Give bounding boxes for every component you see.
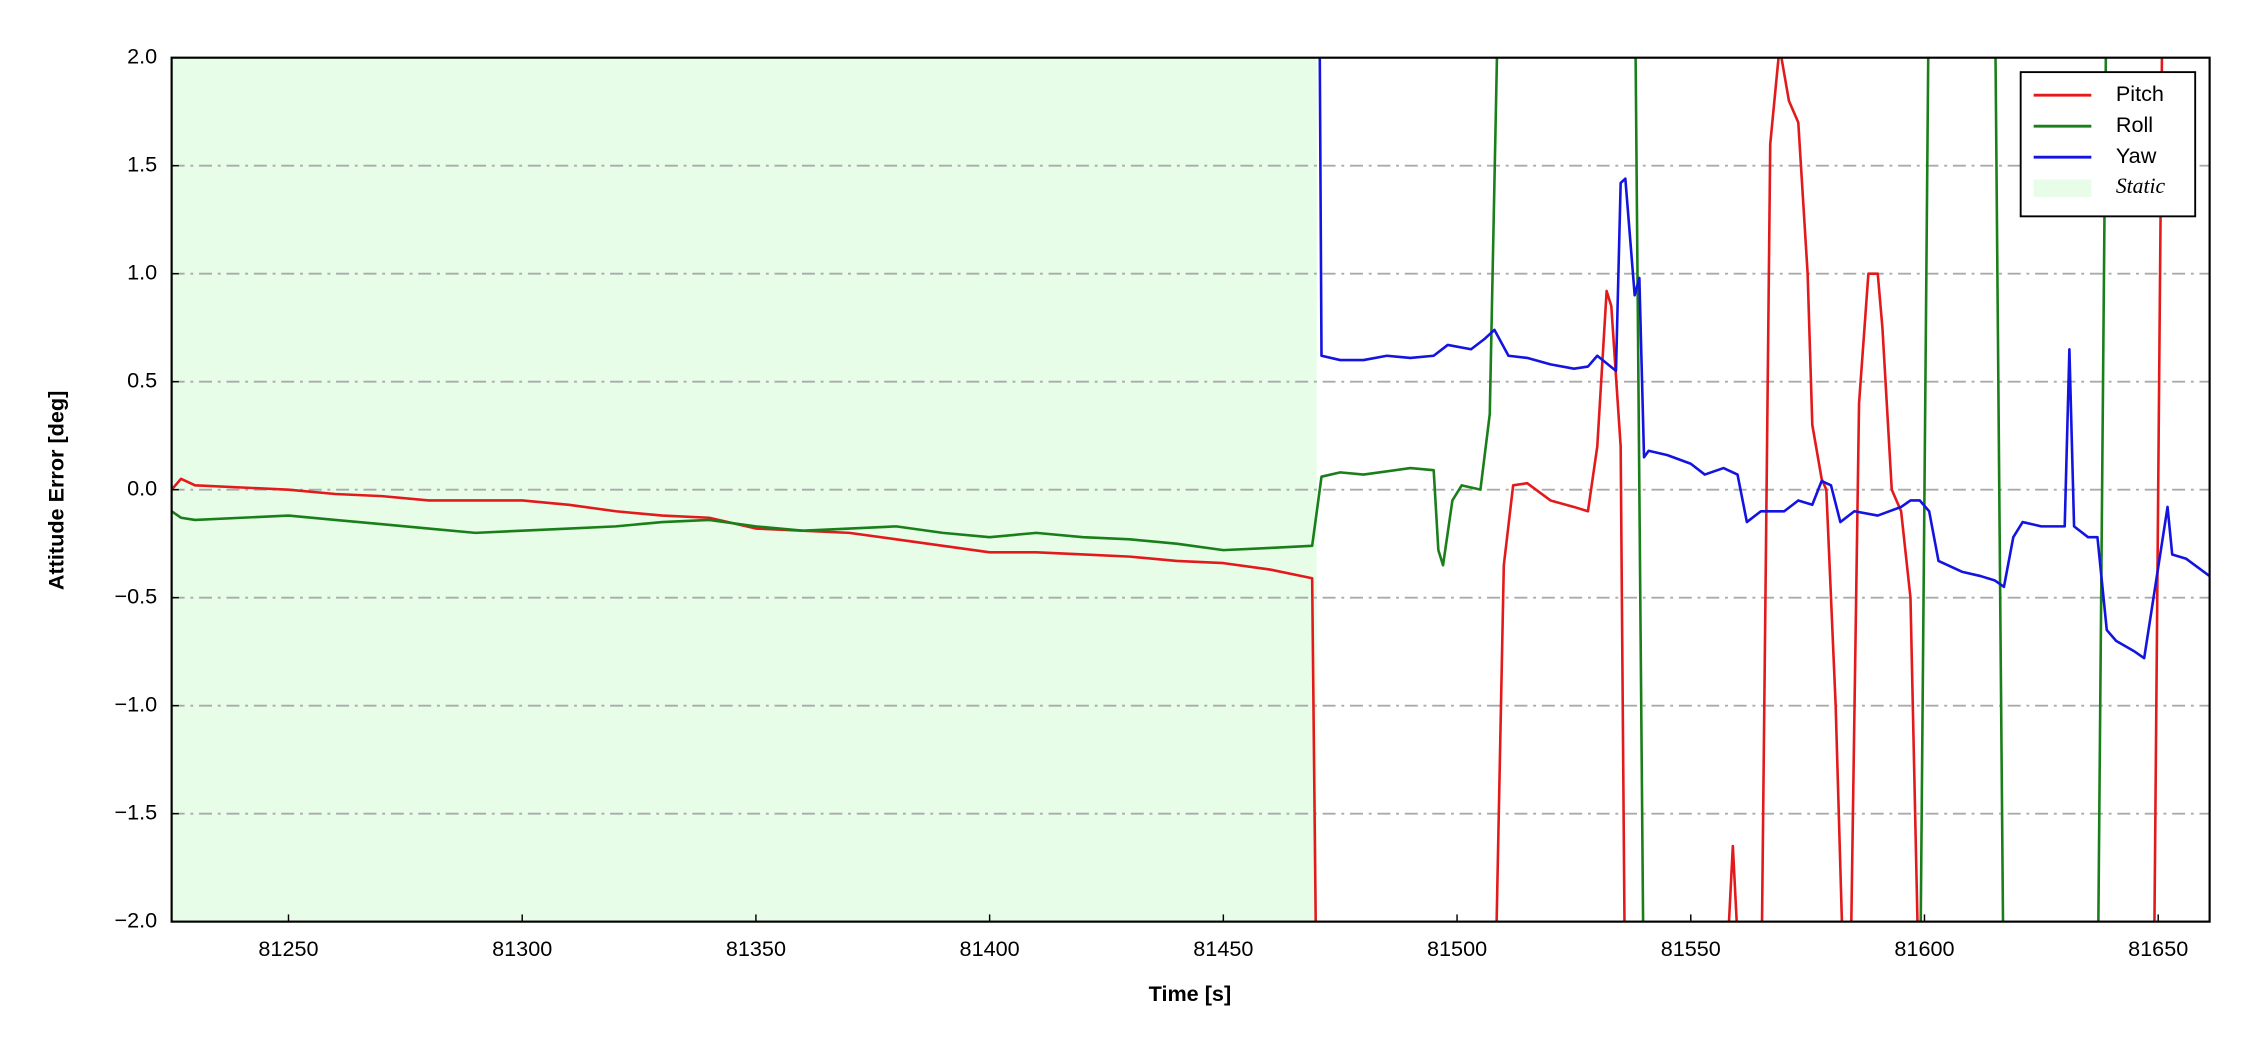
series-line xyxy=(171,57,2164,922)
legend-label: Static xyxy=(2116,174,2166,198)
y-tick-label: −1.5 xyxy=(115,799,158,824)
y-tick-label: −2.0 xyxy=(115,907,158,932)
x-tick-label: 81300 xyxy=(492,936,552,961)
x-tick-label: 81550 xyxy=(1661,936,1721,961)
y-axis-label: Attitude Error [deg] xyxy=(43,391,68,590)
x-tick-label: 81650 xyxy=(2128,936,2188,961)
x-tick-label: 81600 xyxy=(1894,936,1954,961)
static-span xyxy=(171,57,1317,922)
legend-swatch xyxy=(2033,179,2092,197)
legend-label: Roll xyxy=(2116,112,2153,137)
y-tick-label: 0.5 xyxy=(127,367,157,392)
legend-label: Yaw xyxy=(2116,143,2157,168)
y-tick-label: 1.5 xyxy=(127,151,157,176)
x-axis-label: Time [s] xyxy=(1149,981,1232,1006)
series-line xyxy=(171,57,2108,922)
x-tick-label: 81400 xyxy=(960,936,1020,961)
y-tick-label: 2.0 xyxy=(127,43,157,68)
x-tick-label: 81500 xyxy=(1427,936,1487,961)
x-tick-label: 81350 xyxy=(726,936,786,961)
x-tick-label: 81250 xyxy=(258,936,318,961)
y-tick-label: −1.0 xyxy=(115,691,158,716)
x-tick-label: 81450 xyxy=(1193,936,1253,961)
legend-label: Pitch xyxy=(2116,81,2164,106)
series-line xyxy=(1318,57,2210,660)
y-tick-label: 0.0 xyxy=(127,475,157,500)
y-tick-label: −0.5 xyxy=(115,583,158,608)
y-tick-label: 1.0 xyxy=(127,259,157,284)
